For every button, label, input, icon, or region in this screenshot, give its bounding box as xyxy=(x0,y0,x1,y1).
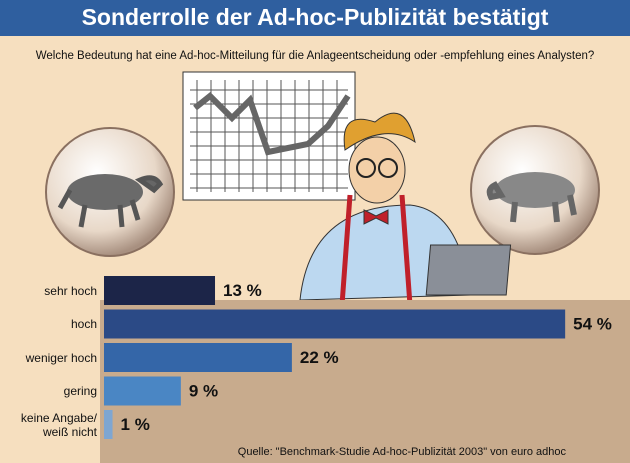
bar xyxy=(104,309,566,339)
category-label: hoch xyxy=(70,317,97,331)
bear-illustration xyxy=(470,125,600,255)
bar xyxy=(104,343,292,372)
category-label: keine Angabe/ weiß nicht xyxy=(20,410,97,439)
chart-title: Sonderrolle der Ad-hoc-Publizität bestät… xyxy=(82,4,549,30)
category-label: gering xyxy=(63,384,97,398)
value-label: 54 % xyxy=(573,314,612,333)
bar xyxy=(104,276,216,305)
line-chart-illustration xyxy=(182,71,356,201)
source: Quelle: "Benchmark-Studie Ad-hoc-Publizi… xyxy=(238,446,567,458)
value-label: 22 % xyxy=(300,348,339,367)
bar xyxy=(104,376,181,406)
value-label: 9 % xyxy=(189,381,218,400)
value-label: 13 % xyxy=(223,281,262,300)
bull-illustration xyxy=(45,127,175,257)
category-label: weniger hoch xyxy=(25,350,97,365)
subtitle: Welche Bedeutung hat eine Ad-hoc-Mitteil… xyxy=(36,50,595,62)
value-label: 1 % xyxy=(121,415,150,434)
title-banner xyxy=(0,0,630,36)
category-label: sehr hoch xyxy=(44,283,97,298)
bar xyxy=(104,410,113,439)
